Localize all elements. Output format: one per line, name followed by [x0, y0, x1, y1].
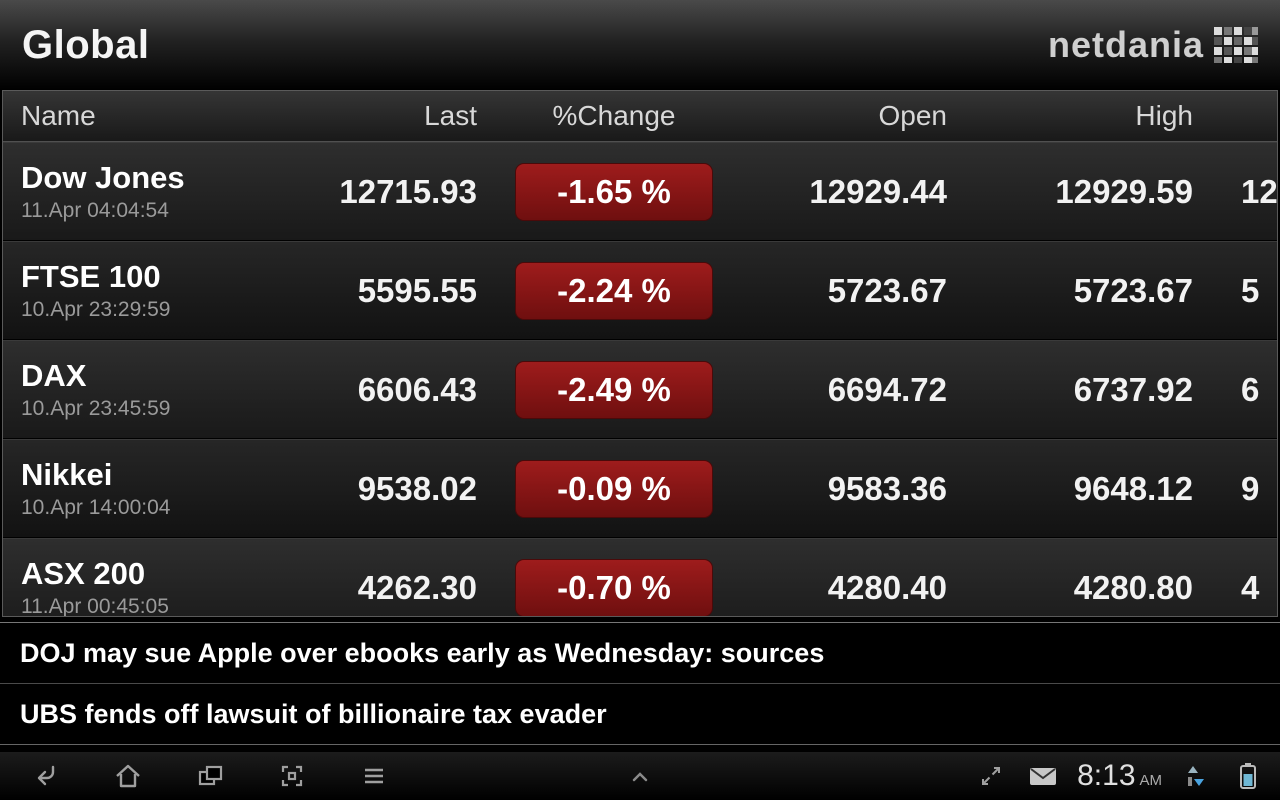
- netdania-logo-text: netdania: [1047, 24, 1204, 65]
- status-icons: 8:13 AM: [973, 758, 1266, 794]
- nav-buttons: [28, 758, 392, 794]
- instrument-cell: ASX 200 11.Apr 00:45:05: [3, 556, 291, 617]
- low-value-partial: 4: [1241, 568, 1260, 606]
- network-status: [1178, 758, 1214, 794]
- instrument-name: ASX 200: [21, 556, 146, 592]
- open-value: 9583.36: [827, 469, 947, 507]
- table-row[interactable]: DAX 10.Apr 23:45:59 6606.43 -2.49 % 6694…: [3, 340, 1277, 439]
- open-value: 4280.40: [827, 568, 947, 606]
- news-item[interactable]: DOJ may sue Apple over ebooks early as W…: [0, 622, 1280, 683]
- open-value: 5723.67: [827, 271, 947, 309]
- recent-apps-button[interactable]: [192, 758, 228, 794]
- low-value-partial: 5: [1241, 271, 1260, 309]
- status-bar-handle[interactable]: [626, 752, 654, 800]
- change-cell: -2.49 %: [481, 360, 747, 419]
- column-header-last: Last: [424, 100, 477, 131]
- change-cell: -2.24 %: [481, 261, 747, 320]
- menu-button[interactable]: [356, 758, 392, 794]
- change-badge: -2.24 %: [515, 261, 713, 320]
- instrument-cell: FTSE 100 10.Apr 23:29:59: [3, 259, 291, 322]
- low-value-partial: 9: [1241, 469, 1260, 507]
- expand-button[interactable]: [973, 758, 1009, 794]
- system-nav-bar: 8:13 AM: [0, 752, 1280, 800]
- back-button[interactable]: [28, 758, 64, 794]
- high-value: 6737.92: [1073, 370, 1193, 408]
- column-header-change: %Change: [552, 100, 676, 131]
- instrument-timestamp: 10.Apr 23:45:59: [21, 396, 171, 420]
- instrument-name: Dow Jones: [21, 160, 185, 196]
- instrument-name: Nikkei: [21, 457, 113, 493]
- low-value-partial: 12: [1241, 172, 1277, 210]
- high-value: 5723.67: [1073, 271, 1193, 309]
- table-row[interactable]: ASX 200 11.Apr 00:45:05 4262.30 -0.70 % …: [3, 538, 1277, 617]
- last-value: 5595.55: [357, 271, 477, 309]
- last-value: 6606.43: [357, 370, 477, 408]
- change-badge: -0.70 %: [515, 558, 713, 616]
- table-header-row: Name Last %Change Open High: [3, 91, 1277, 142]
- open-value: 6694.72: [827, 370, 947, 408]
- column-header-name: Name: [21, 100, 96, 131]
- netdania-logo: netdania: [1048, 24, 1258, 66]
- instrument-cell: DAX 10.Apr 23:45:59: [3, 358, 291, 421]
- quotes-table: Name Last %Change Open High Dow Jones 11…: [2, 90, 1278, 617]
- low-value-partial: 6: [1241, 370, 1260, 408]
- open-value: 12929.44: [809, 172, 947, 210]
- change-badge: -2.49 %: [515, 360, 713, 419]
- instrument-cell: Nikkei 10.Apr 14:00:04: [3, 457, 291, 520]
- change-badge: -1.65 %: [515, 162, 713, 221]
- instrument-timestamp: 10.Apr 23:29:59: [21, 297, 171, 321]
- clock: 8:13 AM: [1077, 759, 1162, 793]
- battery-status: [1230, 758, 1266, 794]
- high-value: 9648.12: [1073, 469, 1193, 507]
- table-row[interactable]: FTSE 100 10.Apr 23:29:59 5595.55 -2.24 %…: [3, 241, 1277, 340]
- instrument-timestamp: 11.Apr 00:45:05: [21, 594, 169, 617]
- netdania-logo-icon: [1214, 27, 1258, 63]
- change-cell: -0.70 %: [481, 558, 747, 616]
- news-ticker: DOJ may sue Apple over ebooks early as W…: [0, 622, 1280, 745]
- news-headline: UBS fends off lawsuit of billionaire tax…: [20, 698, 607, 729]
- change-cell: -1.65 %: [481, 162, 747, 221]
- high-value: 12929.59: [1055, 172, 1193, 210]
- email-notification[interactable]: [1025, 758, 1061, 794]
- news-item[interactable]: UBS fends off lawsuit of billionaire tax…: [0, 683, 1280, 744]
- change-badge: -0.09 %: [515, 459, 713, 518]
- screen-capture-button[interactable]: [274, 758, 310, 794]
- instrument-timestamp: 11.Apr 04:04:54: [21, 198, 169, 222]
- clock-meridiem: AM: [1139, 772, 1163, 789]
- app-header: Global netdania: [0, 0, 1280, 90]
- table-row[interactable]: Nikkei 10.Apr 14:00:04 9538.02 -0.09 % 9…: [3, 439, 1277, 538]
- change-cell: -0.09 %: [481, 459, 747, 518]
- column-header-high: High: [1135, 100, 1193, 131]
- clock-time: 8:13: [1077, 759, 1136, 792]
- page-title: Global: [22, 22, 150, 67]
- news-headline: DOJ may sue Apple over ebooks early as W…: [20, 637, 825, 668]
- high-value: 4280.80: [1073, 568, 1193, 606]
- last-value: 9538.02: [357, 469, 477, 507]
- instrument-name: DAX: [21, 358, 87, 394]
- column-header-open: Open: [878, 100, 948, 131]
- home-button[interactable]: [110, 758, 146, 794]
- table-row[interactable]: Dow Jones 11.Apr 04:04:54 12715.93 -1.65…: [3, 142, 1277, 241]
- instrument-cell: Dow Jones 11.Apr 04:04:54: [3, 160, 291, 223]
- instrument-timestamp: 10.Apr 14:00:04: [21, 495, 171, 519]
- last-value: 4262.30: [357, 568, 477, 606]
- last-value: 12715.93: [339, 172, 477, 210]
- instrument-name: FTSE 100: [21, 259, 161, 295]
